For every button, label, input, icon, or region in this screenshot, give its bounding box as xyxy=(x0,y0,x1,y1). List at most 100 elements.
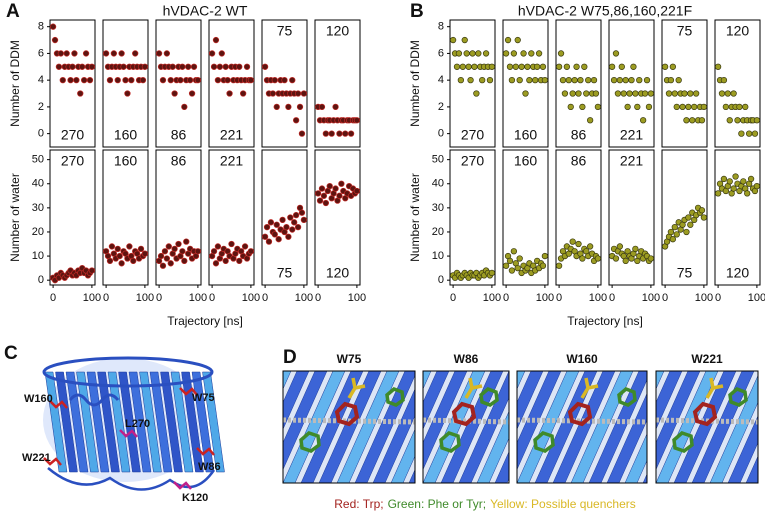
data-point xyxy=(671,90,678,97)
data-point xyxy=(167,260,174,267)
y-tick-label: 4 xyxy=(438,74,444,86)
data-point xyxy=(318,185,326,192)
data-point xyxy=(622,77,629,84)
subplot-frame xyxy=(608,19,655,148)
data-point xyxy=(626,90,633,97)
subplot-frame xyxy=(714,149,761,286)
data-point xyxy=(338,180,345,187)
data-point xyxy=(575,240,582,248)
y-axis-label: Number of DDM xyxy=(408,40,422,127)
strand xyxy=(336,371,400,483)
loops xyxy=(47,467,216,491)
y-tick-label: 6 xyxy=(38,47,44,59)
data-point xyxy=(289,77,296,84)
y-axis-label: Number of water xyxy=(408,173,422,262)
data-point xyxy=(210,63,218,70)
strand xyxy=(283,371,310,430)
data-point xyxy=(698,117,706,124)
side-chain xyxy=(196,447,215,456)
y-tick-label: 50 xyxy=(32,154,44,166)
data-point xyxy=(453,63,461,70)
data-point xyxy=(634,103,641,111)
data-point xyxy=(579,103,586,111)
data-point xyxy=(753,183,761,190)
data-point xyxy=(271,231,278,238)
view-content xyxy=(423,371,509,483)
data-point xyxy=(59,77,66,84)
view xyxy=(422,370,510,484)
x-tick-label: 100 xyxy=(242,292,260,304)
data-point xyxy=(647,90,655,97)
data-point xyxy=(720,175,728,183)
data-point xyxy=(567,103,574,111)
data-point xyxy=(502,50,510,57)
panel-title: hVDAC-2 W75,86,160,221F xyxy=(518,3,692,19)
data-point xyxy=(555,63,563,70)
data-point xyxy=(167,77,174,84)
data-point xyxy=(614,90,622,97)
phe xyxy=(299,386,405,453)
data-point xyxy=(328,130,335,137)
data-point xyxy=(516,255,523,262)
y-tick-label: 8 xyxy=(38,21,44,33)
data-point xyxy=(747,175,755,183)
y-tick-label: 40 xyxy=(32,178,44,190)
data-point xyxy=(594,103,602,111)
barrel-strand xyxy=(149,371,173,473)
quencher xyxy=(464,377,483,399)
data-point xyxy=(316,197,324,204)
data-point xyxy=(110,50,118,57)
view xyxy=(655,370,759,484)
data-point xyxy=(261,63,269,70)
data-point xyxy=(183,238,190,245)
data-point xyxy=(675,77,682,84)
data-point xyxy=(671,223,678,231)
data-point xyxy=(296,103,304,111)
data-point xyxy=(73,77,80,84)
data-point xyxy=(535,50,543,57)
data-point xyxy=(169,63,176,70)
subplot-frame xyxy=(714,19,761,148)
data-point xyxy=(516,77,523,84)
data-point xyxy=(106,77,114,84)
data-point xyxy=(69,63,76,70)
data-point xyxy=(647,255,655,262)
data-point xyxy=(281,77,288,84)
data-point xyxy=(267,219,275,226)
data-point xyxy=(685,103,692,111)
panel-letter: C xyxy=(4,343,18,364)
subplot-label: 86 xyxy=(171,153,187,169)
x-tick-label: 0 xyxy=(156,292,162,304)
data-point xyxy=(628,77,635,84)
data-point xyxy=(177,77,184,84)
y-axis-label: Number of DDM xyxy=(8,40,22,127)
barrel-strand xyxy=(202,371,225,473)
data-point xyxy=(541,77,549,84)
data-point xyxy=(86,77,94,84)
x-axis-label: Trajectory [ns] xyxy=(567,314,643,328)
data-point xyxy=(683,228,690,236)
barrel-strand xyxy=(170,371,194,473)
panel-title: hVDAC-2 WT xyxy=(163,3,248,19)
legend-item: Green: Phe or Tyr; xyxy=(388,497,487,511)
data-point xyxy=(106,257,114,265)
data-point xyxy=(539,63,547,70)
x-tick-label: 0 xyxy=(103,292,109,304)
subplot-frame xyxy=(449,19,496,148)
membrane-dots xyxy=(283,417,415,425)
data-point xyxy=(342,130,349,137)
subplot-label: 75 xyxy=(677,23,693,39)
data-point xyxy=(314,190,322,197)
data-point xyxy=(569,90,576,97)
subplot-frame xyxy=(155,149,202,286)
strand xyxy=(517,371,544,430)
residue-label: W160 xyxy=(24,393,53,405)
data-point xyxy=(210,248,218,255)
data-point xyxy=(224,77,231,84)
data-point xyxy=(139,77,147,84)
data-point xyxy=(159,262,167,269)
x-tick-label: 100 xyxy=(536,292,554,304)
data-point xyxy=(269,90,277,97)
subplot-frame xyxy=(155,19,202,148)
